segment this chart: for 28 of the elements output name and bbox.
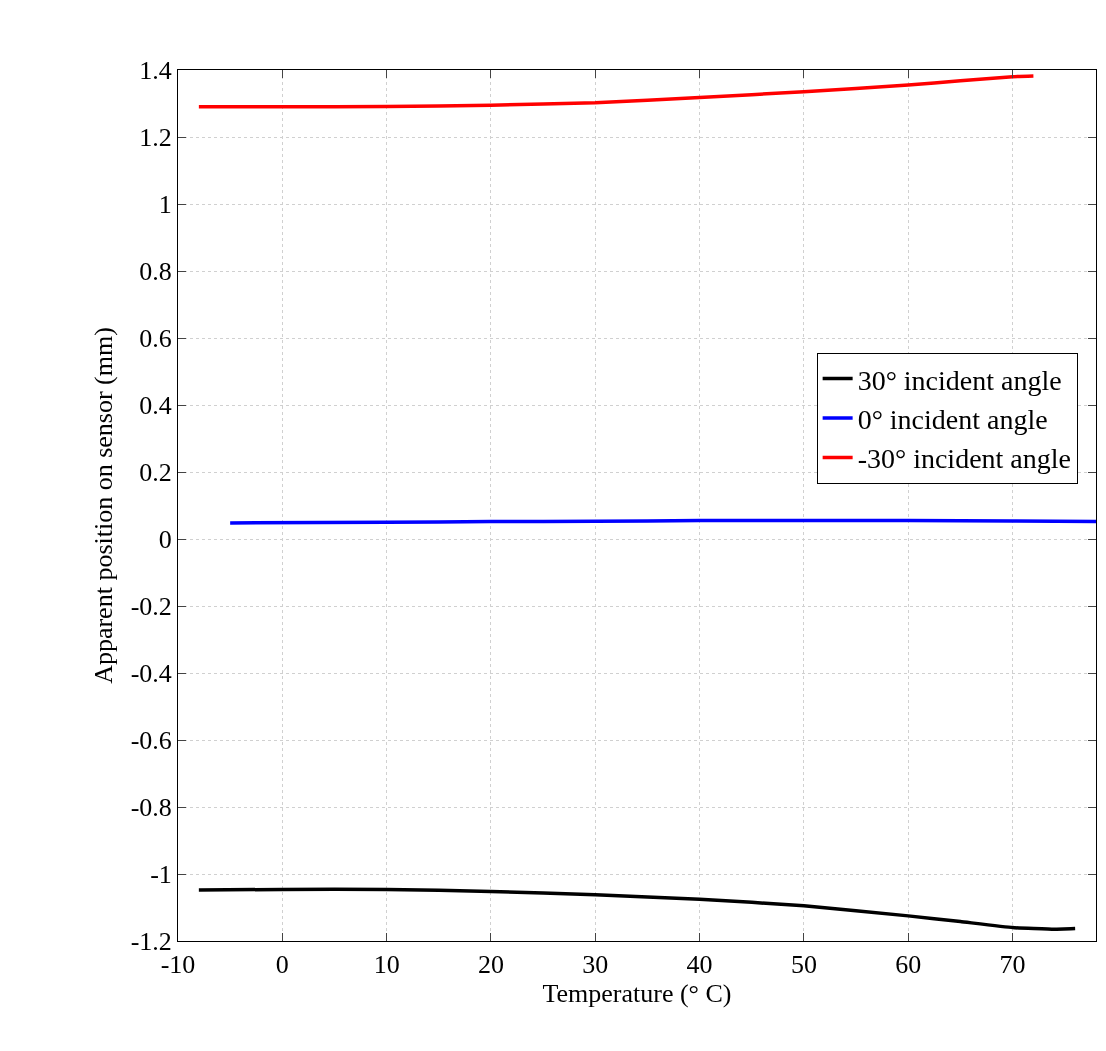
x-tick-label: 60 <box>895 950 922 980</box>
y-tick-label: -0.4 <box>130 659 172 689</box>
legend-label: 30° incident angle <box>857 364 1062 396</box>
x-tick-label: 20 <box>477 950 504 980</box>
y-tick-label: 0.8 <box>139 257 172 287</box>
y-axis-title: Apparent position on sensor (mm) <box>89 327 119 684</box>
y-tick-label: -0.2 <box>130 592 172 622</box>
line-series <box>197 887 1077 932</box>
y-tick-label: -0.8 <box>130 793 172 823</box>
y-tick-label: 0 <box>158 525 172 555</box>
y-tick-label: 0.2 <box>139 458 172 488</box>
y-tick-label: 1.2 <box>139 123 172 153</box>
y-tick-label: -0.6 <box>130 726 172 756</box>
line-series <box>197 74 1036 109</box>
x-tick-label: 70 <box>999 950 1026 980</box>
y-tick-label: 1.4 <box>139 56 172 86</box>
y-tick-label: 0.4 <box>139 391 172 421</box>
y-tick-label: 1 <box>158 190 172 220</box>
x-tick-label: 10 <box>373 950 400 980</box>
legend-label: 0° incident angle <box>857 403 1048 435</box>
x-axis-title: Temperature (° C) <box>542 979 732 1009</box>
legend-label: -30° incident angle <box>857 443 1071 475</box>
x-tick-label: 0 <box>275 950 289 980</box>
x-tick-label: 40 <box>686 950 713 980</box>
x-tick-label: 50 <box>790 950 817 980</box>
y-tick-label: 0.6 <box>139 324 172 354</box>
x-tick-label: 30 <box>582 950 609 980</box>
y-tick-label: -1 <box>150 860 172 890</box>
